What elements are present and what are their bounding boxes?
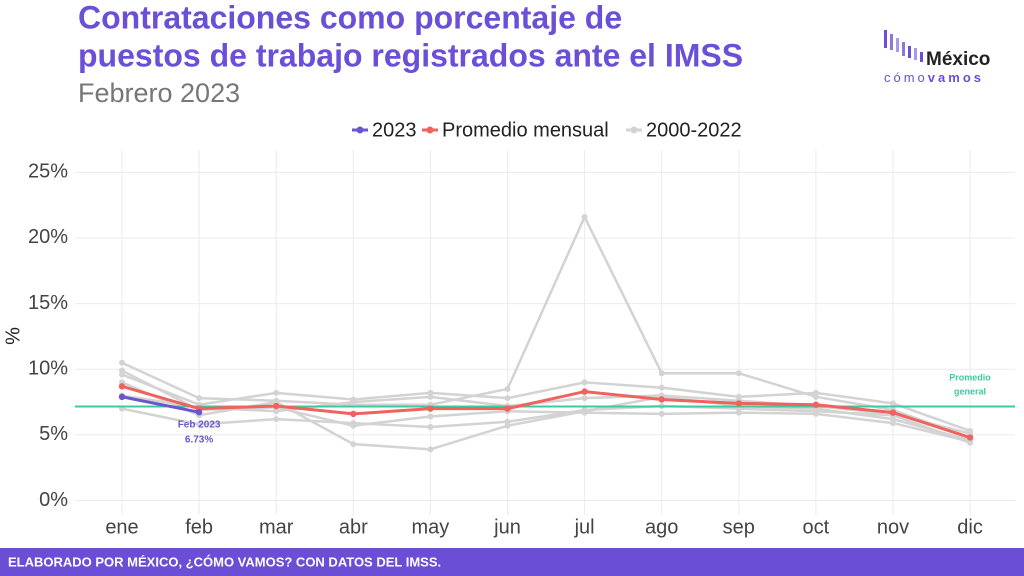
reference-label: Promedio xyxy=(949,372,991,382)
background-line-point xyxy=(735,370,742,377)
logo-name: México xyxy=(926,49,990,70)
x-tick-label: jul xyxy=(574,516,595,538)
background-line-point xyxy=(119,367,125,374)
series-line-point xyxy=(350,410,357,418)
x-tick-label: ago xyxy=(645,516,678,538)
y-axis-label: % xyxy=(2,327,24,345)
background-line-point xyxy=(890,400,896,407)
background-line-point xyxy=(427,446,434,453)
background-line-point xyxy=(735,409,742,416)
series-line-point xyxy=(118,383,126,390)
background-line-point xyxy=(196,395,203,402)
chart-subtitle: Febrero 2023 xyxy=(78,78,240,108)
y-tick-label: 15% xyxy=(28,292,68,314)
background-line-point xyxy=(812,389,819,396)
legend-swatch xyxy=(356,126,364,134)
footer-band xyxy=(0,548,1024,576)
background-line-point xyxy=(658,410,665,417)
series-line-point xyxy=(966,434,974,441)
chart-title: puestos de trabajo registrados ante el I… xyxy=(78,37,743,73)
background-line-point xyxy=(350,399,357,406)
x-tick-label: dic xyxy=(957,516,983,538)
background-line-point xyxy=(658,370,665,377)
series-line xyxy=(121,384,971,439)
logo-tagline-part: cómo xyxy=(884,70,928,85)
series-line-point xyxy=(658,396,665,403)
series-line-point xyxy=(273,402,280,410)
background-line-point xyxy=(504,422,511,429)
background-line-point xyxy=(273,416,280,423)
background-line-point xyxy=(273,389,280,396)
y-tick-label: 10% xyxy=(28,358,68,380)
background-line-point xyxy=(581,213,588,220)
x-tick-label: jun xyxy=(493,516,521,538)
x-tick-label: may xyxy=(412,516,450,538)
series-line-point xyxy=(735,400,742,407)
y-tick-label: 5% xyxy=(39,423,68,445)
y-tick-label: 25% xyxy=(28,161,68,183)
x-tick-label: sep xyxy=(723,516,755,538)
series-line-point xyxy=(427,405,434,412)
background-line-point xyxy=(504,395,511,402)
y-tick-label: 0% xyxy=(39,489,68,511)
series-line-point xyxy=(504,405,511,412)
background-line-point xyxy=(581,379,588,386)
background-line-point xyxy=(350,422,357,429)
y-tick-label: 20% xyxy=(28,226,68,248)
series-line-point xyxy=(812,401,820,408)
series-line-point xyxy=(889,409,897,416)
background-line-point xyxy=(812,410,819,417)
background-line xyxy=(121,381,971,451)
legend-swatch xyxy=(630,126,638,134)
series-line xyxy=(121,395,200,414)
background-line-point xyxy=(890,420,896,427)
plot: 0% 5% 10% 15% 20% 25% ene feb mar abr may jun jul ago… xyxy=(28,119,1015,538)
series-line-point xyxy=(581,388,588,395)
background-line-point xyxy=(119,359,125,366)
background-line-point xyxy=(427,393,434,400)
x-tick-label: oct xyxy=(803,516,830,538)
logo-tagline-part: vamos xyxy=(928,70,984,85)
series-line-point xyxy=(195,408,203,416)
x-tick-label: nov xyxy=(877,516,909,538)
annotation: Feb 2023 xyxy=(178,420,221,431)
background-line xyxy=(121,214,971,439)
reference-label: general xyxy=(954,386,986,396)
legend-label: Promedio mensual xyxy=(442,119,609,141)
chart-title: Contrataciones como porcentaje de xyxy=(78,0,622,35)
background-line-point xyxy=(350,441,357,448)
background-line-point xyxy=(581,395,588,402)
background-line-point xyxy=(504,385,511,392)
x-tick-label: feb xyxy=(185,516,213,538)
x-tick-label: abr xyxy=(339,516,368,538)
series-line-point xyxy=(118,393,126,401)
footer: ELABORADO POR MÉXICO, ¿CÓMO VAMOS? CON D… xyxy=(8,554,441,569)
data-label: 6.73% xyxy=(185,435,213,446)
logo: México cómovamos xyxy=(884,30,990,85)
background-line-point xyxy=(427,413,434,420)
background-line-point xyxy=(196,421,203,428)
legend-label: 2000-2022 xyxy=(646,119,742,141)
logo-tagline: cómovamos xyxy=(884,70,984,85)
legend-swatch xyxy=(426,126,434,134)
legend-label: 2023 xyxy=(372,119,417,141)
x-tick-label: ene xyxy=(105,516,138,538)
background-line-point xyxy=(427,424,434,431)
background-line-point xyxy=(581,409,588,416)
background-line-point xyxy=(658,384,665,391)
background-line xyxy=(121,404,971,444)
x-tick-label: mar xyxy=(259,516,294,538)
background-line xyxy=(121,373,971,433)
